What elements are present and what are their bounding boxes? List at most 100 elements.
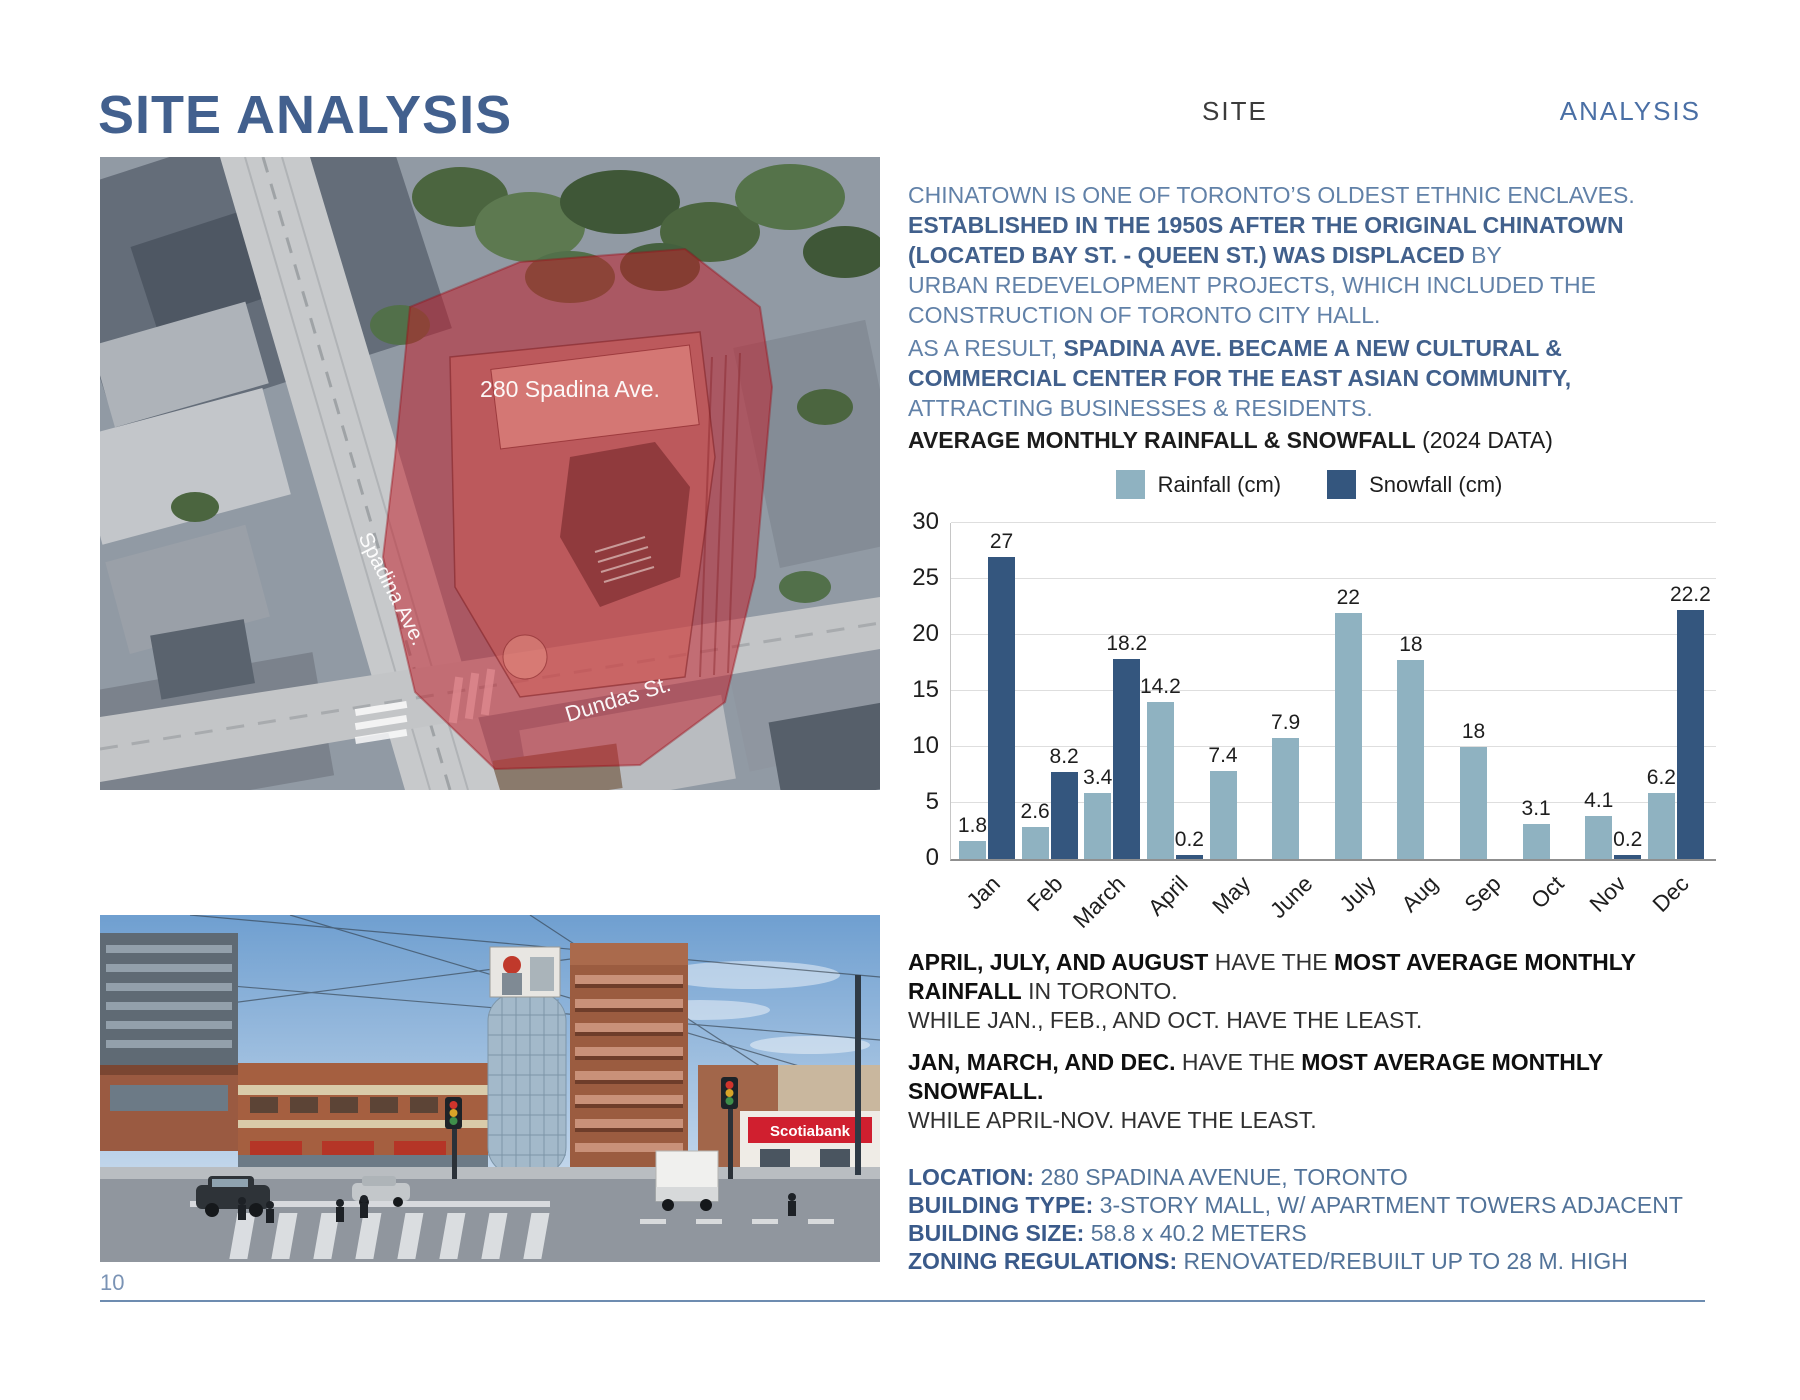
footer-rule <box>100 1300 1705 1302</box>
month-group-jan: 1.8 27 Jan <box>958 523 1015 914</box>
value-label: 7.4 <box>1208 743 1238 767</box>
bank-storefront: Scotiabank <box>698 1065 880 1175</box>
y-axis-label-15: 15 <box>912 676 939 703</box>
aerial-map-svg: 280 Spadina Ave. Spadina Ave. Dundas St. <box>100 157 880 790</box>
rainfall-bar-june: 7.9 <box>1271 711 1300 859</box>
text-line: ATTRACTING BUSINESSES & RESIDENTS. <box>908 395 1373 421</box>
chart-heading: AVERAGE MONTHLY RAINFALL & SNOWFALL (202… <box>908 427 1553 453</box>
header-site-label: SITE <box>1202 96 1268 126</box>
y-axis-label-10: 10 <box>912 732 939 759</box>
value-label: 8.2 <box>1049 744 1079 768</box>
snowfall-bar-jan: 27 <box>988 530 1015 859</box>
rainfall-bar-march: 3.4 <box>1083 766 1112 859</box>
snowfall-bar-dec: 22.2 <box>1670 583 1711 859</box>
text-line: (LOCATED BAY ST. - QUEEN ST.) WAS DISPLA… <box>908 242 1502 268</box>
x-axis-label-july: July <box>1334 871 1381 917</box>
fact-row-building-type: BUILDING TYPE: 3-STORY MALL, W/ APARTMEN… <box>908 1192 1683 1218</box>
month-group-oct: 3.1 Oct <box>1522 523 1579 913</box>
rainfall-bar-jan: 1.8 <box>958 814 987 859</box>
text-line: COMMERCIAL CENTER FOR THE EAST ASIAN COM… <box>908 365 1572 391</box>
legend-swatch <box>1327 470 1357 499</box>
text-line: URBAN REDEVELOPMENT PROJECTS, WHICH INCL… <box>908 272 1596 298</box>
x-axis-label-feb: Feb <box>1022 871 1068 917</box>
rainfall-bar-july: 22 <box>1334 586 1362 859</box>
glass-atrium-tower <box>487 946 567 1176</box>
gridline-30 <box>951 522 1716 523</box>
snowfall-bar-april: 0.2 <box>1175 828 1204 859</box>
y-axis-label-20: 20 <box>912 620 939 647</box>
text-line: CHINATOWN IS ONE OF TORONTO’S OLDEST ETH… <box>908 182 1635 208</box>
rainfall-bar-feb: 2.6 <box>1021 800 1050 859</box>
x-axis-label-may: May <box>1207 871 1256 919</box>
x-axis-label-march: March <box>1068 871 1130 933</box>
value-label: 18 <box>1399 632 1423 656</box>
snowfall-analysis-text: JAN, MARCH, AND DEC. HAVE THE MOST AVERA… <box>908 1048 1710 1135</box>
scotiabank-sign-text: Scotiabank <box>770 1123 851 1140</box>
fact-row-zoning: ZONING REGULATIONS: RENOVATED/REBUILT UP… <box>908 1248 1628 1274</box>
snowfall-bar-march: 18.2 <box>1106 632 1147 859</box>
value-label: 22 <box>1336 585 1360 609</box>
gridline-10 <box>951 746 1716 747</box>
value-label: 6.2 <box>1646 765 1676 789</box>
value-label: 3.1 <box>1521 797 1551 821</box>
x-axis-label-june: June <box>1265 871 1318 924</box>
rainfall-bar-aug: 18 <box>1397 633 1425 859</box>
value-label: 27 <box>989 529 1014 553</box>
text-line: APRIL, JULY, AND AUGUST HAVE THE MOST AV… <box>908 949 1636 1004</box>
legend-item-rainfall: Rainfall (cm) <box>1115 470 1281 499</box>
gridline-25 <box>951 578 1716 579</box>
left-highrise <box>100 933 238 1151</box>
value-label: 0.2 <box>1174 828 1204 852</box>
month-group-may: 7.4 May <box>1207 523 1266 919</box>
y-axis-label-0: 0 <box>925 844 939 871</box>
rainfall-bar-may: 7.4 <box>1208 744 1238 859</box>
rainfall-analysis-text: APRIL, JULY, AND AUGUST HAVE THE MOST AV… <box>908 948 1710 1035</box>
value-label: 22.2 <box>1669 583 1711 607</box>
fact-row-location: LOCATION: 280 SPADINA AVENUE, TORONTO <box>908 1164 1408 1190</box>
month-group-feb: 2.6 8.2 Feb <box>1021 523 1079 916</box>
right-apartment-tower <box>570 943 688 1175</box>
rainfall-bar-april: 14.2 <box>1140 675 1181 859</box>
x-axis-label-april: April <box>1143 871 1193 921</box>
value-label: 3.4 <box>1083 765 1113 789</box>
text-line: AS A RESULT, SPADINA AVE. BECAME A NEW C… <box>908 335 1562 361</box>
intro-paragraph-2: AS A RESULT, SPADINA AVE. BECAME A NEW C… <box>908 333 1710 423</box>
text-line: WHILE APRIL-NOV. HAVE THE LEAST. <box>908 1107 1317 1133</box>
rainfall-bar-oct: 3.1 <box>1522 797 1551 859</box>
value-label: 4.1 <box>1584 789 1614 813</box>
x-axis-label-dec: Dec <box>1647 871 1694 917</box>
intro-paragraph-1: CHINATOWN IS ONE OF TORONTO’S OLDEST ETH… <box>908 180 1710 330</box>
scotiabank-sign <box>748 1117 872 1143</box>
map-label-280-spadina: 280 Spadina Ave. <box>480 376 660 402</box>
value-label: 0.2 <box>1613 828 1643 852</box>
x-axis-label-oct: Oct <box>1525 871 1569 914</box>
month-group-april: 14.2 0.2 April <box>1140 523 1204 920</box>
traffic-signals <box>445 975 861 1179</box>
gridline-20 <box>951 634 1716 635</box>
site-facts-block: LOCATION: 280 SPADINA AVENUE, TORONTO BU… <box>908 1163 1710 1275</box>
x-axis-label-aug: Aug <box>1397 871 1444 917</box>
street-view-svg: Scotiabank <box>100 915 880 1262</box>
bar-groups: 1.8 27 Jan 2.6 8.2 Feb 3.4 18.2 March 14.2 0.2 Apri… <box>951 523 1716 933</box>
legend-item-snowfall: Snowfall (cm) <box>1327 470 1502 499</box>
x-axis-label-sep: Sep <box>1459 871 1506 917</box>
month-group-nov: 4.1 0.2 Nov <box>1584 523 1643 917</box>
page-title: SITE ANALYSIS <box>98 85 513 145</box>
legend-swatch <box>1115 470 1145 499</box>
month-group-dec: 6.2 22.2 Dec <box>1646 523 1711 917</box>
value-label: 18 <box>1461 720 1486 743</box>
rainfall-bar-sep: 18 <box>1460 720 1487 859</box>
month-group-june: 7.9 June <box>1266 523 1328 923</box>
aerial-map-image: 280 Spadina Ave. Spadina Ave. Dundas St. <box>100 157 880 790</box>
gridline-15 <box>951 690 1716 691</box>
gridline-5 <box>951 802 1716 803</box>
map-site-highlight <box>381 247 774 771</box>
vehicles <box>196 1150 719 1217</box>
value-label: 7.9 <box>1271 711 1301 735</box>
bar-chart: 0 5 10 15 20 25 30 1.8 27 Jan 2.6 8.2 Feb 3.4 18.2 Marc… <box>912 508 1716 933</box>
fact-row-building-size: BUILDING SIZE: 58.8 x 40.2 METERS <box>908 1220 1307 1246</box>
text-line: JAN, MARCH, AND DEC. HAVE THE MOST AVERA… <box>908 1049 1603 1104</box>
text-line: ESTABLISHED IN THE 1950S AFTER THE ORIGI… <box>908 212 1624 238</box>
value-label: 18.2 <box>1106 631 1148 655</box>
chart-legend: Rainfall (cm) Snowfall (cm) <box>908 470 1710 499</box>
